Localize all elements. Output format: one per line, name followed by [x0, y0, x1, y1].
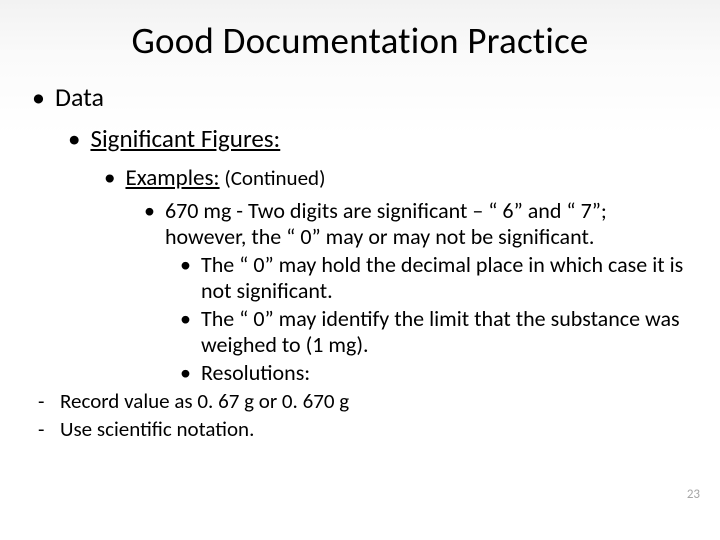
bullet-icon: • — [144, 198, 155, 224]
slide: Good Documentation Practice • Data • Sig… — [0, 0, 720, 540]
bullet-icon: • — [180, 360, 191, 386]
lvl5-item1: The “ 0” may hold the decimal place in w… — [201, 252, 688, 304]
lvl3-underlined: Examples: — [125, 164, 219, 192]
lvl6-item1: Record value as 0. 67 g or 0. 670 g — [60, 388, 688, 414]
lvl6-item2: Use scientific notation. — [60, 416, 688, 442]
dash-icon: - — [38, 416, 50, 442]
bullet-lvl1: • Data — [32, 81, 688, 113]
bullet-lvl4: • 670 mg - Two digits are significant – … — [144, 198, 688, 250]
bullet-icon: • — [68, 123, 80, 154]
bullet-icon: • — [104, 164, 115, 192]
lvl3-text: Examples: (Continued) — [125, 164, 688, 192]
lvl5-item3: Resolutions: — [201, 360, 688, 386]
dash-lvl6: - Record value as 0. 67 g or 0. 670 g — [38, 388, 688, 414]
lvl4-item1: 670 mg - Two digits are significant – “ … — [165, 198, 688, 250]
bullet-lvl3: • Examples: (Continued) — [104, 164, 688, 192]
slide-title: Good Documentation Practice — [32, 18, 688, 63]
lvl3-suffix: (Continued) — [220, 165, 326, 191]
bullet-icon: • — [180, 252, 191, 278]
lvl1-text: Data — [55, 81, 688, 113]
bullet-icon: • — [32, 81, 45, 113]
lvl5-item2: The “ 0” may identify the limit that the… — [201, 306, 688, 358]
dash-lvl6: - Use scientific notation. — [38, 416, 688, 442]
bullet-lvl2: • Significant Figures: — [68, 123, 688, 154]
dash-icon: - — [38, 388, 50, 414]
lvl2-text: Significant Figures: — [90, 123, 688, 154]
bullet-icon: • — [180, 306, 191, 332]
bullet-lvl5: • The “ 0” may identify the limit that t… — [180, 306, 688, 358]
page-number: 23 — [687, 487, 700, 502]
bullet-lvl5: • The “ 0” may hold the decimal place in… — [180, 252, 688, 304]
bullet-lvl5: • Resolutions: — [180, 360, 688, 386]
